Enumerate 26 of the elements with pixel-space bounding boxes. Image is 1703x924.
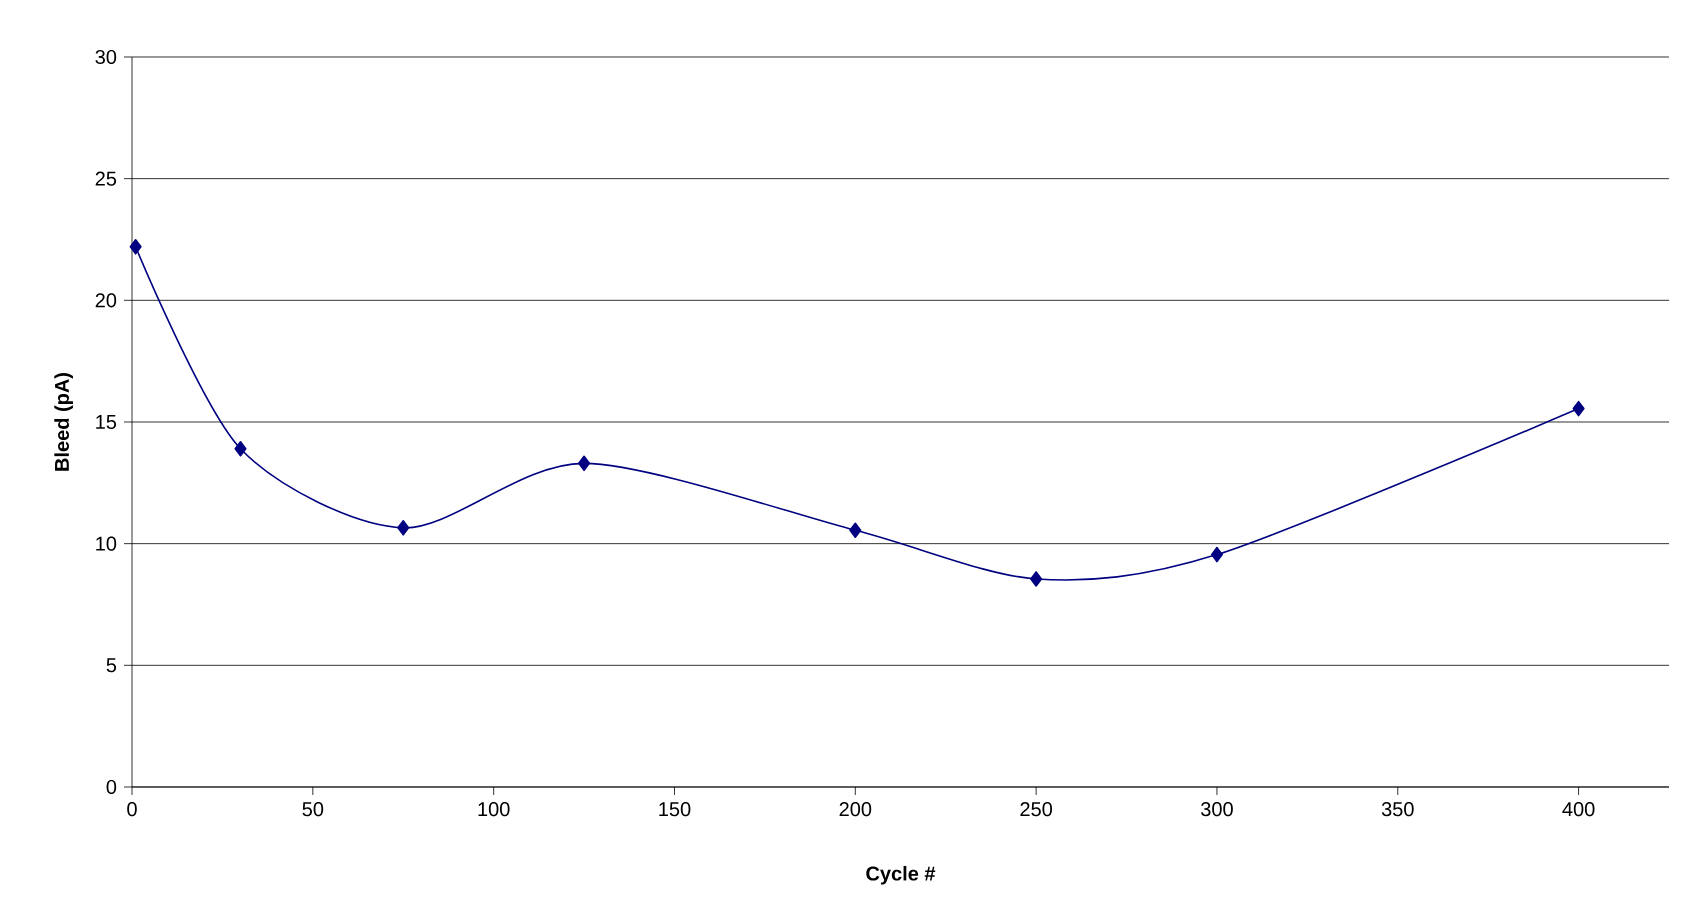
- x-tick-label: 400: [1562, 802, 1595, 817]
- point: [129, 238, 142, 255]
- y-tick-label: 20: [95, 293, 117, 308]
- x-tick-label: 150: [659, 802, 691, 817]
- x-tick-label: 250: [1020, 802, 1053, 817]
- point: [1572, 400, 1585, 417]
- point: [1210, 546, 1223, 563]
- y-tick-label: 0: [106, 779, 117, 795]
- y-tick-label: 30: [95, 49, 117, 65]
- y-tick-label: 15: [96, 415, 117, 429]
- point: [849, 522, 862, 539]
- y-tick-label: 5: [106, 658, 117, 673]
- y-axis-title: Bleed (pA): [54, 372, 73, 471]
- y-tick-label: 25: [95, 171, 117, 186]
- x-tick-label: 200: [839, 802, 872, 817]
- x-tick-label: 0: [127, 802, 137, 817]
- point: [397, 520, 410, 536]
- point: [1030, 571, 1043, 587]
- x-tick-label: 100: [478, 802, 510, 817]
- x-tick-label: 300: [1201, 802, 1233, 817]
- y-tick-label: 10: [96, 536, 117, 551]
- x-tick-label: 50: [302, 802, 324, 817]
- x-tick-label: 350: [1381, 802, 1414, 817]
- x-axis-title: Cycle #: [866, 865, 936, 885]
- point: [234, 440, 247, 457]
- point: [578, 455, 591, 472]
